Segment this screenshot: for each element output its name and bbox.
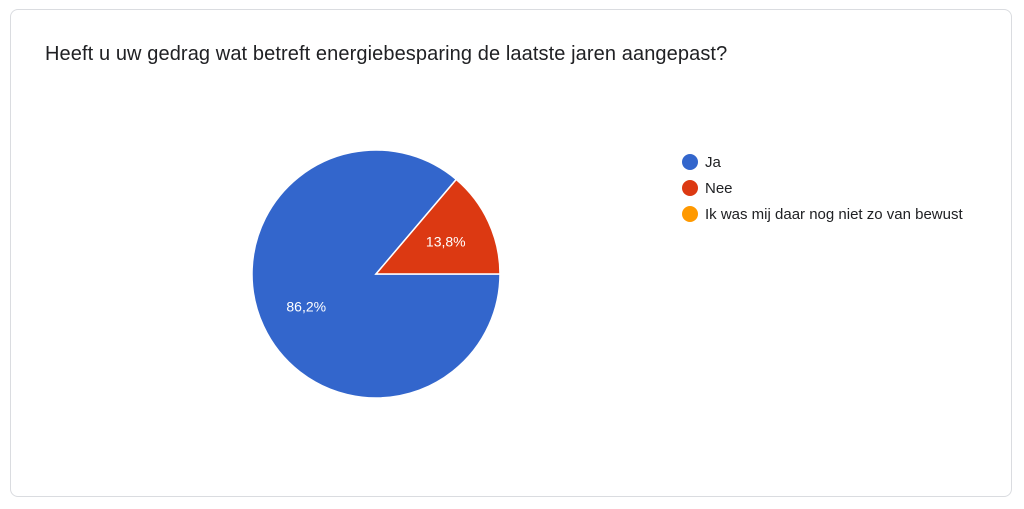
legend-label-bewust: Ik was mij daar nog niet zo van bewust xyxy=(705,205,963,223)
legend-swatch-bewust xyxy=(682,206,698,222)
data-label-ja: 86,2% xyxy=(286,298,326,314)
legend-item-bewust[interactable]: Ik was mij daar nog niet zo van bewust xyxy=(682,201,963,227)
pie-data-labels: 86,2% 13,8% xyxy=(286,234,465,315)
pie-slices xyxy=(251,149,501,399)
data-label-nee: 13,8% xyxy=(426,234,466,250)
legend-label-ja: Ja xyxy=(705,153,721,171)
legend-swatch-nee xyxy=(682,180,698,196)
pie-chart: 86,2% 13,8% xyxy=(251,149,501,399)
legend-label-nee: Nee xyxy=(705,179,733,197)
chart-title: Heeft u uw gedrag wat betreft energiebes… xyxy=(45,43,728,65)
chart-legend: Ja Nee Ik was mij daar nog niet zo van b… xyxy=(682,149,963,227)
legend-item-ja[interactable]: Ja xyxy=(682,149,963,175)
legend-swatch-ja xyxy=(682,154,698,170)
legend-item-nee[interactable]: Nee xyxy=(682,175,963,201)
pie-slice-nee[interactable] xyxy=(374,178,501,275)
chart-card: Heeft u uw gedrag wat betreft energiebes… xyxy=(10,9,1012,497)
